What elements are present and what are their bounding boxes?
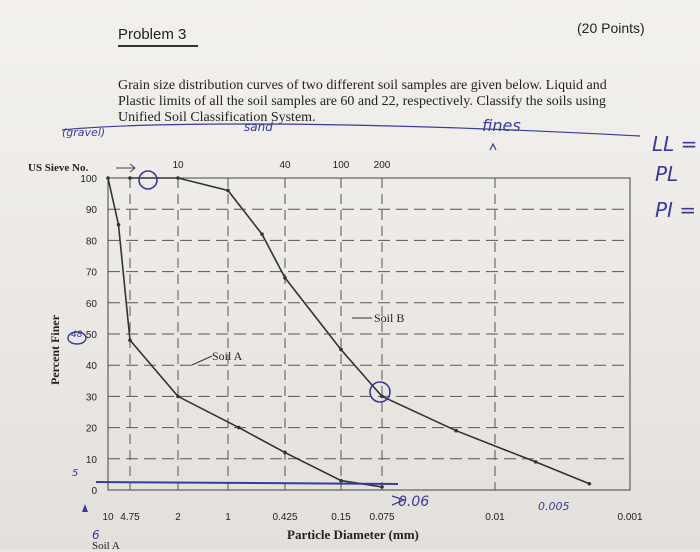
y-tick-label: 90 — [86, 205, 98, 216]
data-point — [260, 232, 264, 236]
soil-a-label: Soil A — [212, 349, 243, 363]
fines-arrow-icon — [489, 142, 497, 151]
sieve-label: US Sieve No. — [28, 162, 89, 174]
circled-mark-100 — [138, 170, 158, 190]
y-tick-label: 80 — [86, 236, 98, 247]
circled-mark-soil-b — [369, 381, 391, 403]
sweeping-pen-stroke — [61, 123, 641, 137]
ll-annotation: LL = — [652, 132, 698, 156]
sieve-arrow-icon — [116, 163, 136, 173]
soil-b-label: Soil B — [374, 311, 404, 325]
x-tick-label: 1 — [225, 512, 231, 523]
circled-48 — [67, 331, 87, 345]
data-point — [454, 428, 458, 433]
y-tick-label: 40 — [86, 361, 98, 372]
x-tick-label: 0.001 — [617, 512, 642, 523]
pl-annotation: PL — [655, 162, 679, 186]
data-point — [533, 460, 538, 464]
data-point — [128, 338, 132, 343]
statement-line-2: Plastic limits of all the soil samples a… — [118, 94, 606, 109]
soil-a-curve — [107, 177, 383, 488]
data-point — [226, 188, 230, 193]
x-tick-label: 2 — [175, 512, 181, 523]
sieve-tick-label: 200 — [374, 160, 391, 171]
data-point — [283, 450, 287, 455]
x-tick-label: 0.01 — [485, 512, 505, 523]
x-tick-label: 0.15 — [331, 512, 351, 523]
data-point — [339, 478, 343, 483]
x-tick-label: 0.425 — [272, 512, 297, 523]
x-tick-label: 4.75 — [120, 512, 140, 523]
data-point — [106, 176, 110, 180]
annotation-6: 6 — [92, 528, 100, 542]
problem-title-underline — [118, 45, 198, 47]
y-tick-label: 30 — [86, 392, 98, 403]
pi-annotation: PI = — [655, 198, 697, 222]
data-point — [116, 223, 121, 227]
annotation-0005: 0.005 — [538, 500, 570, 513]
data-point — [380, 485, 384, 489]
y-tick-label: 0 — [91, 486, 97, 497]
soil-a-leader — [191, 355, 213, 366]
annotation-48: 48 — [71, 330, 83, 340]
points-label: (20 Points) — [577, 20, 645, 36]
x-tick-label: 10 — [102, 512, 114, 523]
soil-b-curve — [130, 177, 590, 485]
data-point — [128, 176, 132, 180]
blue-baseline-mark — [95, 481, 399, 485]
data-point — [380, 394, 384, 399]
y-tick-label: 100 — [80, 174, 97, 185]
arrow-006-icon — [391, 495, 406, 506]
statement-line-3: Unified Soil Classification System. — [118, 110, 316, 125]
data-point — [587, 481, 592, 486]
annotation-5: 5 — [72, 468, 79, 479]
annotation-006: 0.06 — [398, 494, 430, 510]
data-point — [237, 425, 241, 430]
statement-line-1: Grain size distribution curves of two di… — [118, 78, 607, 93]
x-axis-label: Particle Diameter (mm) — [287, 527, 419, 542]
problem-title: Problem 3 — [118, 26, 187, 43]
y-tick-label: 10 — [86, 455, 98, 466]
y-tick-label: 70 — [86, 268, 98, 279]
data-point — [283, 276, 287, 280]
data-point — [176, 176, 180, 180]
sieve-tick-label: 40 — [279, 160, 291, 171]
sieve-tick-label: 10 — [172, 160, 184, 171]
sieve-tick-label: 100 — [333, 160, 350, 171]
arrow-up-icon — [82, 504, 88, 512]
y-tick-label: 20 — [86, 424, 98, 435]
y-tick-label: 50 — [86, 330, 98, 341]
data-point — [176, 394, 180, 399]
data-point — [339, 347, 343, 352]
x-tick-label: 0.075 — [369, 512, 394, 523]
y-tick-label: 60 — [86, 299, 98, 310]
